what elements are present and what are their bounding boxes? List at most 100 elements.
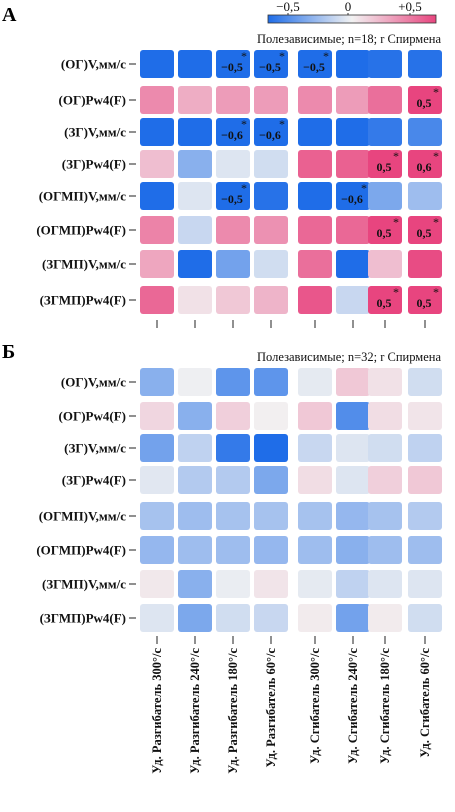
- panel-a-row-label: (ЗГМП)V,мм/с: [42, 257, 126, 272]
- panel-a-significance-star: *: [323, 49, 329, 63]
- panel-a-row-label: (ОГ)V,мм/с: [61, 57, 126, 72]
- panel-b-cell: [298, 466, 332, 494]
- panel-b-cell: [216, 434, 250, 462]
- panel-b-cell: [408, 570, 442, 598]
- panel-a-cell: [254, 250, 288, 278]
- panel-a-cell: [298, 50, 332, 78]
- panel-b-cell: [336, 368, 370, 396]
- panel-b-cell: [298, 402, 332, 430]
- panel-a-cell: [216, 86, 250, 114]
- panel-a-heatmap: (ОГ)V,мм/с −0,5*−0,5*−0,5*(ОГ)Pw4(F) 0,5*(…: [36, 49, 442, 328]
- panel-b-cell: [336, 466, 370, 494]
- column-label-уд-разгибатель-240-с: Уд. Разгибатель 240°/с: [188, 648, 202, 774]
- panel-a-cell-value: 0,6: [417, 160, 432, 174]
- panel-a-cell: [368, 50, 402, 78]
- panel-a-title: Полезависимые; n=18; r Спирмена: [257, 32, 441, 46]
- panel-a-cell: [336, 182, 370, 210]
- panel-a-cell: [336, 86, 370, 114]
- column-labels: Уд. Разгибатель 300°/с Уд. Разгибатель 24…: [150, 636, 432, 774]
- panel-a-cell-value: 0,5: [377, 226, 392, 240]
- panel-a-cell: [298, 150, 332, 178]
- panel-b-cell: [216, 502, 250, 530]
- panel-b-cell: [254, 604, 288, 632]
- panel-b-cell: [336, 502, 370, 530]
- panel-a-significance-star: *: [241, 117, 247, 131]
- panel-a-cell: [216, 182, 250, 210]
- panel-a-cell-value: 0,5: [377, 296, 392, 310]
- panel-b-cell: [368, 604, 402, 632]
- panel-a-significance-star: *: [393, 149, 399, 163]
- panel-a-cell-value: 0,5: [417, 96, 432, 110]
- panel-a-cell: [368, 250, 402, 278]
- panel-a-cell: [216, 286, 250, 314]
- panel-a-cell: [178, 216, 212, 244]
- panel-a-cell: [140, 150, 174, 178]
- panel-b-cell: [336, 604, 370, 632]
- panel-a-significance-star: *: [433, 215, 439, 229]
- panel-b-cell: [336, 402, 370, 430]
- panel-b-cell: [216, 570, 250, 598]
- panel-a-cell: [178, 286, 212, 314]
- panel-b-cell: [216, 368, 250, 396]
- panel-a-cell: [140, 216, 174, 244]
- panel-a-cell: [254, 118, 288, 146]
- panel-b-cell: [408, 502, 442, 530]
- panel-b-cell: [254, 466, 288, 494]
- panel-b-cell: [336, 434, 370, 462]
- panel-a-row-label: (ЗГ)V,мм/с: [64, 125, 126, 140]
- legend-tick-max: +0,5: [398, 0, 422, 14]
- panel-a-row-label: (ЗГМП)Pw4(F): [40, 293, 126, 308]
- panel-a-significance-star: *: [433, 149, 439, 163]
- panel-b-cell: [408, 466, 442, 494]
- panel-b-cell: [408, 434, 442, 462]
- panel-b-cell: [298, 536, 332, 564]
- panel-a-cell: [298, 118, 332, 146]
- panel-a-cell-value: 0,5: [377, 160, 392, 174]
- panel-a-cell: [298, 182, 332, 210]
- panel-b-cell: [298, 502, 332, 530]
- panel-a-cell: [408, 118, 442, 146]
- panel-a-row-label: (ОГ)Pw4(F): [59, 93, 126, 108]
- panel-b-cell: [178, 570, 212, 598]
- panel-a-significance-star: *: [241, 181, 247, 195]
- panel-b-cell: [178, 604, 212, 632]
- panel-a-cell: [368, 286, 402, 314]
- panel-b-cell: [216, 402, 250, 430]
- panel-a-label: А: [2, 4, 17, 26]
- panel-a-row-label: (ОГМП)V,мм/с: [39, 189, 127, 204]
- panel-b-cell: [140, 402, 174, 430]
- panel-b-cell: [140, 502, 174, 530]
- panel-a-cell: [140, 250, 174, 278]
- panel-b-label: Б: [2, 341, 15, 363]
- panel-a-cell: [408, 150, 442, 178]
- panel-a-cell: [216, 216, 250, 244]
- column-label-уд-сгибатель-240-с: Уд. Сгибатель 240°/с: [346, 648, 360, 764]
- panel-a-significance-star: *: [241, 49, 247, 63]
- panel-a-significance-star: *: [433, 285, 439, 299]
- column-label-уд-разгибатель-180-с: Уд. Разгибатель 180°/с: [226, 648, 240, 774]
- panel-a-significance-star: *: [393, 285, 399, 299]
- panel-b-cell: [298, 368, 332, 396]
- panel-a-cell: [178, 250, 212, 278]
- column-label-уд-разгибатель-60-с: Уд. Разгибатель 60°/с: [264, 648, 278, 768]
- panel-a-cell: [336, 118, 370, 146]
- panel-a-cell: [408, 286, 442, 314]
- panel-b-cell: [408, 604, 442, 632]
- panel-b-cell: [254, 570, 288, 598]
- panel-a-cell-value: −0,5: [221, 60, 243, 74]
- panel-a-cell: [336, 216, 370, 244]
- panel-b-cell: [368, 402, 402, 430]
- panel-b-cell: [140, 570, 174, 598]
- panel-a-cell: [216, 150, 250, 178]
- panel-b-cell: [298, 604, 332, 632]
- panel-b-cell: [140, 368, 174, 396]
- panel-b-cell: [178, 368, 212, 396]
- panel-b-row-label: (ЗГМП)Pw4(F): [40, 611, 126, 626]
- legend-tick-mid: 0: [345, 0, 352, 14]
- panel-a-cell: [368, 118, 402, 146]
- panel-b-cell: [216, 466, 250, 494]
- panel-a-cell: [254, 286, 288, 314]
- panel-a-cell: [254, 182, 288, 210]
- panel-a-cell: [178, 118, 212, 146]
- color-legend: −0,5 0 +0,5: [267, 0, 437, 24]
